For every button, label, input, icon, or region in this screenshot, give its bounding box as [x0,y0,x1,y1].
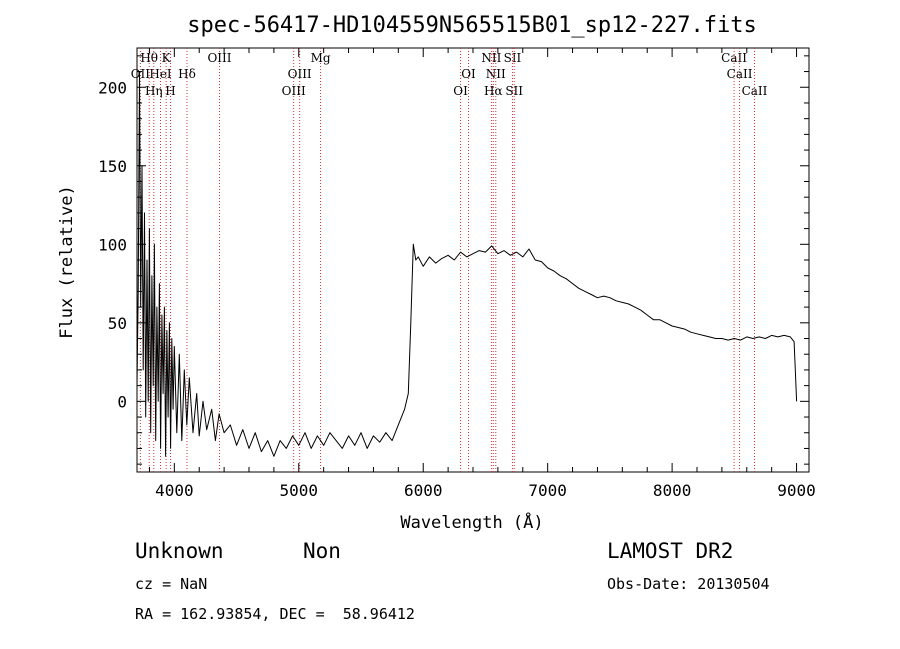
line-marker-label: OI [453,84,468,98]
line-marker-label: Hη [145,84,163,98]
line-marker-label: CaII [742,84,768,98]
x-tick-label: 8000 [653,481,692,500]
y-tick-label: 0 [117,392,127,411]
line-marker-label: H [165,84,175,98]
line-marker-label: OIII [207,51,231,65]
line-marker-label: Hθ [140,51,158,65]
y-tick-label: 200 [98,78,127,97]
line-marker-label: SII [505,84,523,98]
y-tick-label: 100 [98,235,127,254]
plot-frame [136,47,810,473]
obs-date-text: Obs-Date: 20130504 [607,575,770,593]
line-marker-label: Mg [311,51,331,65]
x-tick-label: 6000 [404,481,443,500]
emission-line-markers: OII Hθ HeI Hη K HHδ OIII OIII OIII Mg OI OI NII NII Hα… [131,48,768,472]
line-marker-label: CaII [721,51,747,65]
coords-text: RA = 162.93854, DEC = 58.96412 [135,605,415,623]
line-marker-label: Hα [484,84,503,98]
spectrum-series [136,71,798,457]
x-tick-label: 7000 [528,481,567,500]
line-marker-label: OII [131,67,151,81]
y-tick-label: 150 [98,157,127,176]
line-marker-label: OIII [282,84,306,98]
spectrum-line [136,71,798,457]
line-marker-label: SII [504,51,522,65]
line-marker-label: K [162,51,172,65]
x-tick-label: 5000 [280,481,319,500]
x-tick-label: 9000 [777,481,816,500]
y-axis-label: Flux (relative) [57,185,77,339]
survey-label: LAMOST DR2 [607,539,733,563]
line-marker-label: OIII [288,67,312,81]
line-marker-label: NII [481,51,501,65]
cz-text: cz = NaN [135,575,207,593]
class-label: Unknown [135,539,224,563]
line-marker-label: HeI [149,67,172,81]
x-axis-label: Wavelength (Å) [400,511,543,533]
y-tick-label: 50 [108,314,127,333]
line-marker-label: CaII [727,67,753,81]
line-marker-label: Hδ [178,67,196,81]
line-marker-label: OI [461,67,476,81]
chart-title: spec-56417-HD104559N565515B01_sp12-227.f… [187,13,757,38]
subclass-label: Non [303,539,341,563]
x-tick-label: 4000 [155,481,194,500]
axis-ticks: 4000 5000 6000 7000 8000 9000 0 50 100 150 200 [98,48,816,500]
line-marker-label: NII [486,67,506,81]
